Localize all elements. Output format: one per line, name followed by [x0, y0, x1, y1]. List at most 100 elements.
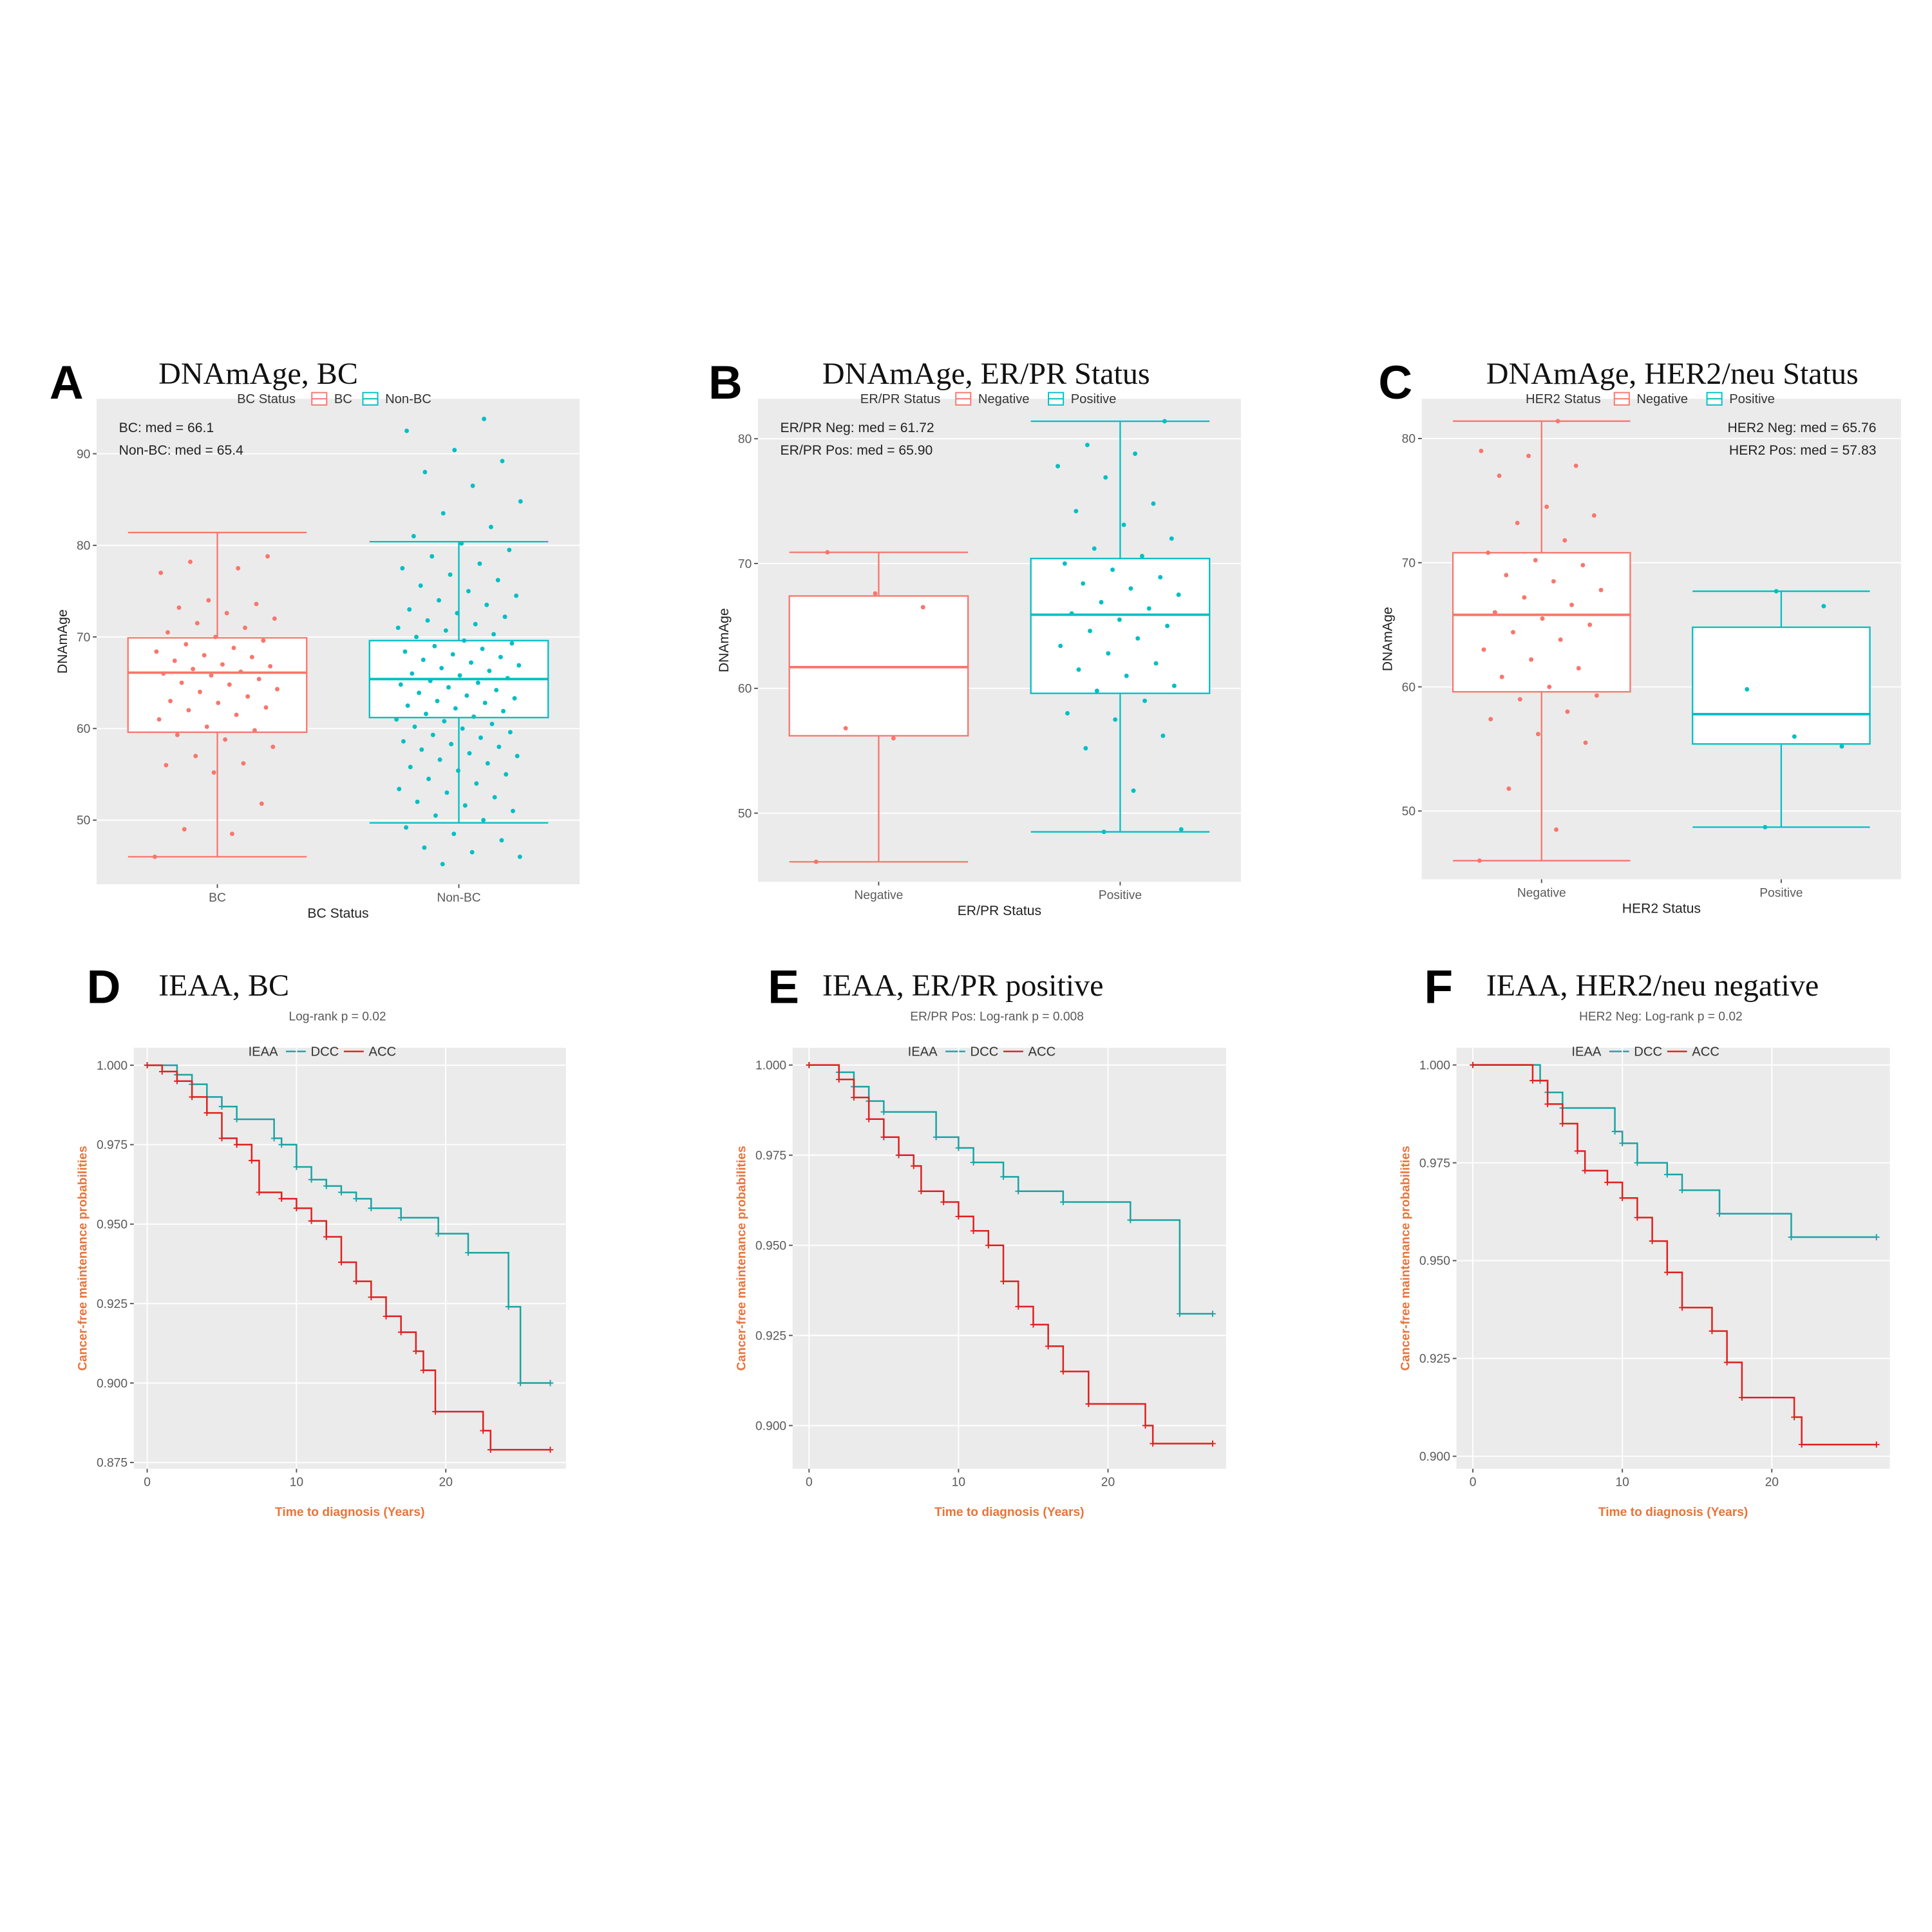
data-point — [480, 647, 485, 651]
step-marker — [1679, 1304, 1685, 1311]
annotation: HER2 Neg: med = 65.76 — [1728, 421, 1877, 435]
data-point — [1774, 589, 1779, 594]
step-marker — [1060, 1198, 1066, 1206]
data-point — [1165, 623, 1170, 629]
step-marker — [910, 1162, 917, 1170]
x-tick-label: BC — [209, 891, 226, 905]
data-point — [432, 643, 437, 649]
data-point — [1074, 509, 1079, 514]
data-point — [1146, 606, 1151, 611]
step-marker — [368, 1294, 375, 1301]
data-point — [156, 717, 162, 722]
data-point — [405, 703, 410, 708]
data-point — [401, 739, 406, 744]
plot-background — [1456, 1047, 1890, 1469]
annotation: ER/PR Neg: med = 61.72 — [781, 421, 934, 435]
data-point — [825, 550, 830, 555]
data-point — [404, 428, 410, 433]
data-point — [161, 671, 166, 676]
x-tick-label: 20 — [1765, 1476, 1779, 1490]
x-axis-label: Time to diagnosis (Years) — [934, 1506, 1084, 1519]
box — [127, 637, 308, 734]
data-point — [1076, 667, 1081, 672]
data-point — [1151, 501, 1156, 506]
annotation: BC: med = 66.1 — [119, 421, 214, 435]
data-point — [204, 724, 209, 729]
survival-curve — [809, 1064, 1213, 1444]
data-point — [488, 524, 493, 529]
data-point — [202, 653, 207, 658]
y-tick-label: 0.925 — [1419, 1352, 1450, 1366]
data-point — [1162, 419, 1167, 424]
y-tick-label: 50 — [738, 807, 752, 820]
data-point — [467, 751, 472, 756]
y-tick-label: 80 — [1402, 433, 1416, 446]
x-tick-label: Negative — [854, 889, 903, 902]
data-point — [254, 601, 259, 607]
legend-label: ACC — [369, 1045, 397, 1059]
data-point — [216, 700, 221, 705]
data-point — [507, 547, 512, 553]
data-point — [504, 772, 509, 777]
x-tick-label: Positive — [1759, 886, 1803, 900]
data-point — [497, 744, 502, 750]
data-point — [414, 634, 419, 639]
data-point — [417, 690, 422, 696]
x-axis-label: Time to diagnosis (Years) — [275, 1506, 424, 1519]
step-marker — [256, 1189, 263, 1196]
step-marker — [517, 1379, 524, 1387]
y-axis-label: Cancer-free maintenance probabilities — [735, 1146, 749, 1370]
data-point — [843, 726, 848, 731]
panel-title: DNAmAge, ER/PR Status — [822, 357, 1150, 391]
step-marker — [353, 1195, 359, 1202]
legend-label: Negative — [1636, 392, 1688, 406]
data-point — [256, 677, 261, 681]
y-axis-label: DNAmAge — [55, 609, 70, 674]
data-point — [422, 469, 428, 475]
y-tick-label: 60 — [738, 683, 752, 696]
step-marker — [1030, 1321, 1037, 1328]
data-point — [1492, 610, 1497, 615]
data-point — [443, 628, 448, 633]
data-point — [1583, 740, 1588, 745]
data-point — [492, 795, 497, 800]
step-marker — [465, 1249, 471, 1256]
data-point — [1497, 473, 1502, 478]
data-point — [428, 678, 433, 683]
data-point — [491, 632, 497, 637]
data-point — [213, 634, 218, 639]
step-marker — [1663, 1269, 1671, 1276]
data-point — [505, 676, 510, 681]
data-point — [1569, 602, 1574, 607]
panel-title: IEAA, BC — [158, 969, 289, 1003]
box — [1030, 558, 1211, 694]
data-point — [449, 741, 454, 746]
data-point — [1486, 550, 1491, 555]
step-marker — [1634, 1159, 1641, 1166]
survival-curve — [147, 1064, 551, 1451]
data-point — [209, 673, 214, 678]
data-point — [1573, 463, 1578, 468]
data-point — [1481, 647, 1486, 652]
data-point — [1158, 574, 1163, 580]
data-point — [252, 728, 257, 733]
annotation: HER2 Neg: Log-rank p = 0.02 — [1579, 1010, 1743, 1024]
data-point — [419, 747, 424, 752]
step-marker — [1060, 1368, 1066, 1375]
panel-title: DNAmAge, BC — [158, 357, 358, 391]
data-point — [1479, 448, 1484, 453]
data-point — [498, 654, 503, 659]
data-point — [1555, 419, 1560, 424]
data-point — [172, 658, 177, 663]
data-point — [1176, 592, 1181, 597]
data-point — [275, 687, 279, 692]
step-marker — [970, 1159, 977, 1166]
data-point — [514, 593, 519, 598]
step-marker — [866, 1115, 872, 1122]
step-marker — [1873, 1234, 1880, 1240]
step-marker — [323, 1182, 330, 1189]
y-tick-label: 0.950 — [755, 1239, 786, 1253]
data-point — [444, 790, 450, 795]
step-marker — [970, 1227, 977, 1235]
data-point — [516, 663, 522, 668]
